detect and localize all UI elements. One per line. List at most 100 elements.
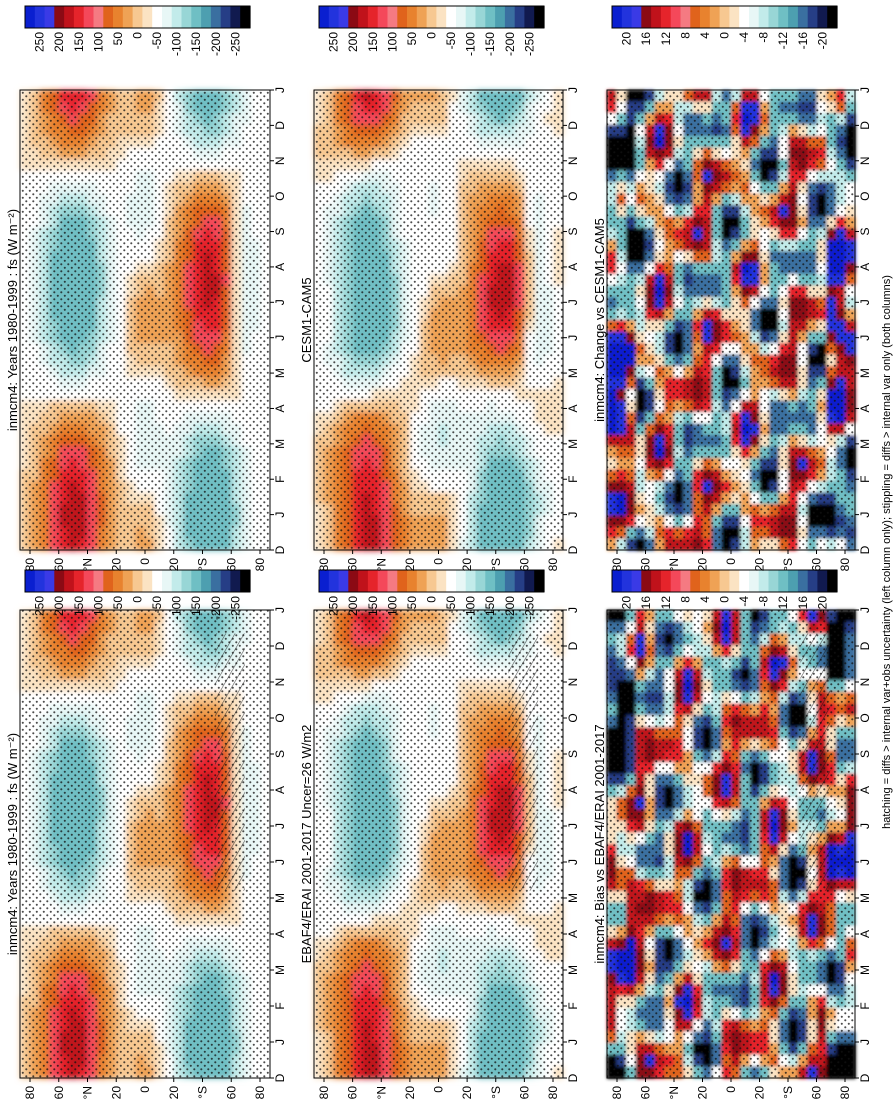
month-label: M — [273, 893, 287, 903]
colorbar-label: 50 — [405, 596, 419, 610]
colorbar-frame — [318, 5, 545, 29]
colorbar-frame — [24, 569, 251, 593]
month-label: M — [273, 965, 287, 975]
month-label: J — [273, 607, 287, 613]
colorbar-label: -150 — [189, 596, 203, 620]
month-label: M — [273, 368, 287, 378]
month-label: D — [566, 545, 580, 554]
month-label: N — [273, 678, 287, 687]
month-label: A — [566, 404, 580, 412]
colorbar-swatch — [240, 570, 251, 592]
colorbar-label: 150 — [72, 596, 86, 616]
colorbar-swatch — [358, 6, 369, 28]
month-label: J — [566, 823, 580, 829]
colorbar-label: -100 — [464, 596, 478, 620]
lat-label: 20 — [109, 1086, 123, 1100]
colorbar-swatch — [201, 6, 212, 28]
month-label: D — [566, 641, 580, 650]
colorbar-swatch — [44, 570, 55, 592]
colorbar-swatch — [348, 6, 359, 28]
lat-label: °N — [81, 558, 95, 571]
colorbar-swatch — [191, 570, 202, 592]
panel-title: EBAF4/ERAI 2001-2017 Uncer=26 W/m2 — [299, 725, 314, 964]
month-label: A — [273, 930, 287, 938]
colorbar-label: 0 — [131, 32, 145, 39]
colorbar-label: -250 — [228, 596, 242, 620]
colorbar-swatch — [446, 570, 457, 592]
colorbar-label: 0 — [131, 596, 145, 603]
month-label: J — [273, 335, 287, 341]
colorbar-label: 0 — [425, 596, 439, 603]
colorbar-swatch — [446, 6, 457, 28]
colorbar-label: 200 — [346, 596, 360, 616]
lat-label: 60 — [346, 558, 360, 572]
colorbar-swatch — [132, 570, 143, 592]
colorbar-swatch — [377, 6, 389, 28]
month-label: F — [273, 1002, 287, 1009]
colorbar-swatch — [201, 570, 212, 592]
colorbar-swatch — [181, 570, 192, 592]
month-label: N — [273, 156, 287, 165]
colorbar-swatch — [319, 570, 330, 592]
month-label: O — [566, 713, 580, 722]
colorbar-swatch — [25, 570, 36, 592]
colorbar-swatch — [93, 6, 104, 28]
month-label: D — [273, 545, 287, 554]
colorbar-swatch — [34, 6, 46, 28]
month-label: J — [273, 1039, 287, 1045]
colorbar-swatch — [113, 570, 124, 592]
month-label: F — [566, 476, 580, 483]
lat-label: 80 — [546, 558, 560, 572]
panel-title: inmcm4: Years 1980-1999 : fs (W m⁻²) — [5, 209, 20, 431]
lat-label: 60 — [52, 1086, 66, 1100]
lat-label: 20 — [167, 558, 181, 572]
colorbar-label: -100 — [170, 596, 184, 620]
lat-label: 80 — [23, 1086, 37, 1100]
lat-label: 20 — [460, 1086, 474, 1100]
month-label: M — [566, 893, 580, 903]
colorbar-swatch — [103, 570, 114, 592]
colorbar-swatch — [426, 6, 437, 28]
colorbar-swatch — [191, 6, 202, 28]
month-label: M — [273, 439, 287, 449]
colorbar-swatch — [220, 6, 232, 28]
lat-label: 80 — [317, 1086, 331, 1100]
lat-label: 80 — [253, 558, 267, 572]
colorbar-label: -50 — [150, 32, 164, 50]
colorbar-swatch — [83, 570, 95, 592]
colorbar-swatch — [171, 570, 183, 592]
colorbar-label: 50 — [111, 596, 125, 610]
colorbar-label: 100 — [385, 596, 399, 616]
colorbar-swatch — [44, 6, 55, 28]
colorbar-swatch — [338, 570, 349, 592]
colorbar-swatch — [475, 6, 486, 28]
lat-label: 60 — [517, 558, 531, 572]
month-label: S — [273, 750, 287, 758]
colorbar-label: -50 — [150, 596, 164, 614]
colorbar-swatch — [122, 6, 134, 28]
lat-label: °N — [374, 1086, 388, 1099]
colorbar-swatch — [152, 570, 163, 592]
footnote: hatching = diffs > internal var+obs unce… — [881, 275, 893, 829]
panel-title: CESM1-CAM5 — [299, 277, 314, 362]
lat-label: 80 — [546, 1086, 560, 1100]
lat-label: 0 — [138, 1086, 152, 1093]
colorbar-swatch — [465, 570, 477, 592]
colorbar-swatch — [436, 570, 447, 592]
colorbar-label: 250 — [327, 32, 341, 52]
colorbar-label: 100 — [385, 32, 399, 52]
month-label: D — [273, 121, 287, 130]
lat-label: 60 — [52, 558, 66, 572]
colorbar-swatch — [514, 6, 526, 28]
colorbar-swatch — [54, 570, 65, 592]
lat-label: °S — [489, 1086, 503, 1099]
month-label: O — [273, 191, 287, 200]
colorbar-swatch — [485, 570, 496, 592]
colorbar-label: -150 — [483, 32, 497, 56]
colorbar-swatch — [210, 6, 222, 28]
colorbar-label: -100 — [464, 32, 478, 56]
colorbar-swatch — [230, 6, 241, 28]
colorbar-label: 200 — [52, 32, 66, 52]
colorbar-label: 200 — [52, 596, 66, 616]
lat-label: 60 — [517, 1086, 531, 1100]
